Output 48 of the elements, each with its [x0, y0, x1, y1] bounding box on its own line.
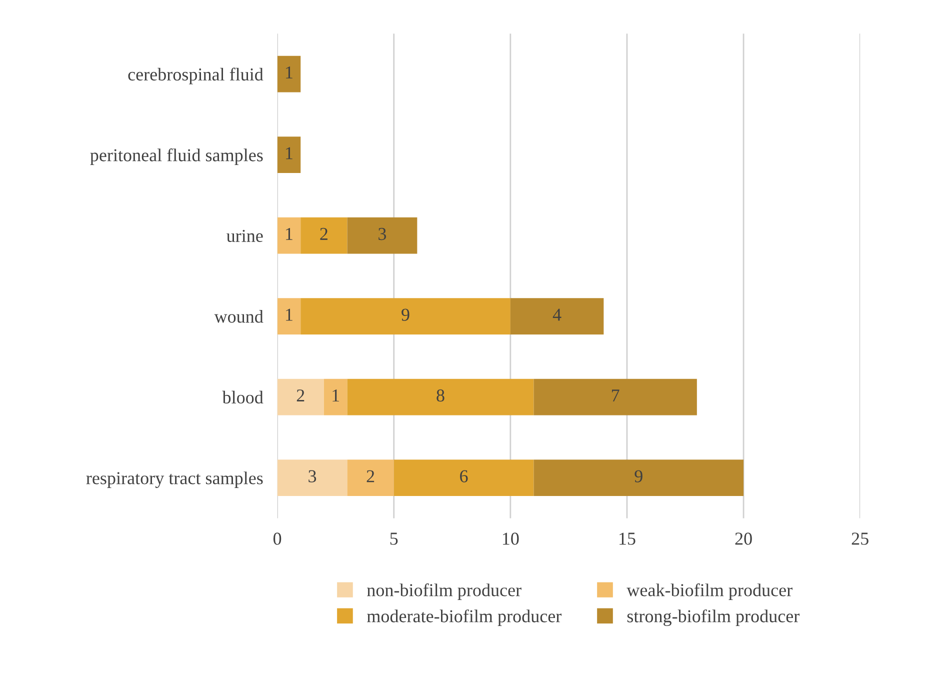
data-label: 1: [286, 66, 292, 78]
y-tick-label: blood: [222, 390, 264, 404]
bar: [347, 460, 394, 496]
x-tick-label: 25: [852, 532, 868, 545]
bar: [277, 217, 301, 254]
data-label: 9: [402, 308, 410, 321]
bar: [300, 217, 348, 254]
bar: [510, 298, 604, 334]
x-tick-label: 5: [390, 532, 398, 545]
bar: [394, 460, 534, 496]
bar: [300, 298, 510, 334]
legend-label: weak-biofilm producer: [626, 583, 792, 600]
legend-label: non-biofilm producer: [367, 583, 522, 600]
y-tick-label: urine: [226, 230, 263, 242]
y-tick-label: respiratory tract samples: [86, 472, 263, 488]
data-label: 9: [634, 470, 642, 482]
data-label: 2: [296, 389, 304, 402]
data-label: 1: [286, 147, 292, 160]
x-tick-label: 10: [502, 532, 519, 545]
bar: [347, 378, 534, 416]
data-label: 2: [320, 228, 328, 240]
bar: [277, 56, 301, 92]
bar: [277, 136, 301, 173]
data-label: 2: [366, 470, 374, 482]
bar: [534, 460, 744, 496]
y-tick-label: peritoneal fluid samples: [90, 148, 263, 165]
bar: [277, 298, 301, 334]
x-tick-label: 20: [735, 532, 752, 545]
bar: [324, 378, 348, 416]
data-label: 1: [286, 228, 292, 240]
y-tick-label: wound: [214, 310, 264, 323]
bar: [277, 378, 324, 416]
x-tick-label: 0: [273, 532, 282, 545]
x-tick-label: 15: [620, 532, 636, 545]
legend-label: moderate-biofilm producer: [367, 609, 562, 626]
legend-label: strong-biofilm producer: [627, 609, 800, 626]
data-label: 8: [436, 389, 444, 402]
data-label: 3: [378, 228, 386, 240]
data-label: 1: [332, 389, 340, 402]
y-tick-label: cerebrospinal fluid: [128, 68, 264, 84]
data-label: 4: [552, 308, 562, 321]
data-label: 6: [460, 470, 468, 482]
bar: [347, 217, 418, 254]
bar: [277, 460, 348, 496]
bar: [534, 378, 697, 416]
data-label: 1: [286, 308, 292, 321]
data-label: 3: [308, 470, 316, 482]
data-label: 7: [612, 390, 620, 402]
